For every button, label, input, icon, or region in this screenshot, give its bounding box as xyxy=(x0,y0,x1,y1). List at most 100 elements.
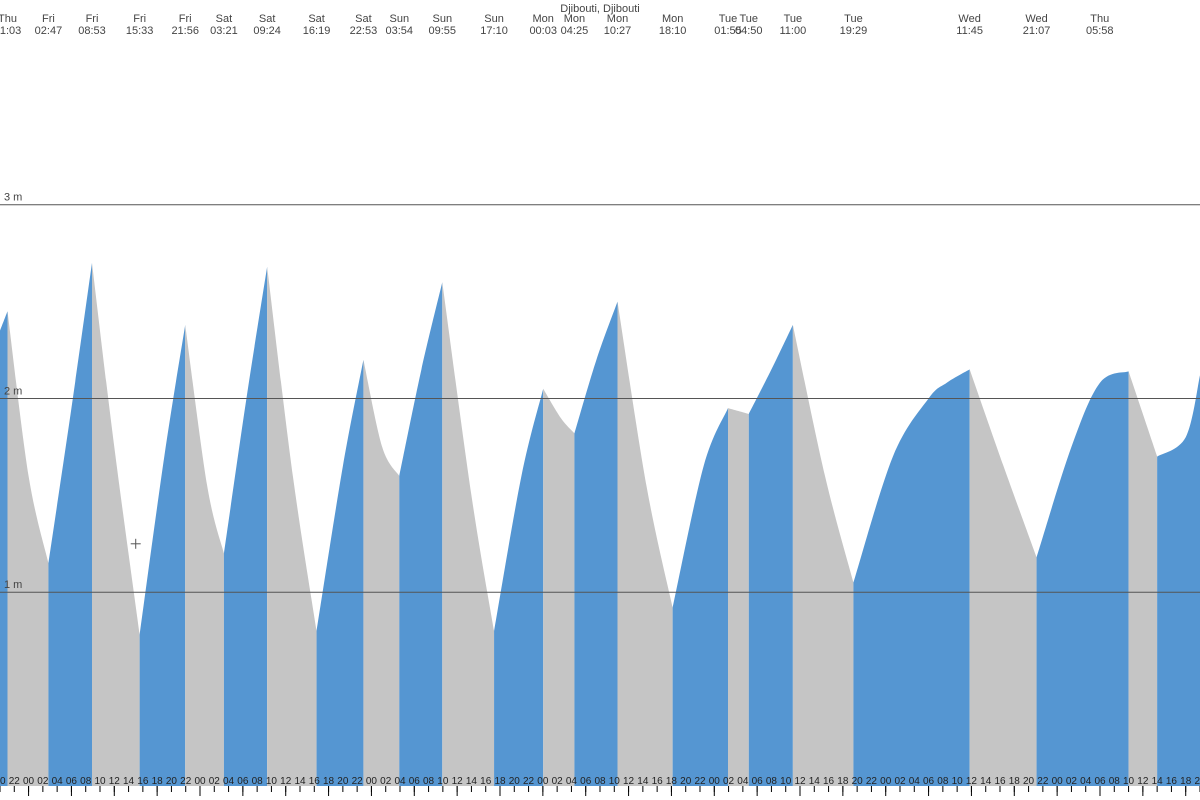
tide-event-day: Tue xyxy=(719,13,738,25)
tide-event-time: 21:07 xyxy=(1023,25,1051,37)
tide-event-day: Thu xyxy=(0,13,17,25)
tide-event-day: Sun xyxy=(432,13,452,25)
chart-svg: 1 m2 m3 mDjibouti, DjiboutiThu21:03Fri02… xyxy=(0,0,1200,800)
x-tick-label: 14 xyxy=(466,776,478,787)
x-tick-label: 04 xyxy=(737,776,749,787)
x-tick-label: 08 xyxy=(1109,776,1121,787)
tide-falling-segment xyxy=(442,282,494,786)
x-tick-label: 04 xyxy=(52,776,64,787)
tide-event-time: 08:53 xyxy=(78,25,106,37)
tide-event-time: 10:27 xyxy=(604,25,632,37)
x-tick-label: 12 xyxy=(452,776,464,787)
x-tick-label: 02 xyxy=(380,776,392,787)
tide-rising-segment xyxy=(749,325,793,786)
x-tick-label: 08 xyxy=(766,776,778,787)
tide-event-day: Sun xyxy=(484,13,504,25)
tide-falling-segment xyxy=(618,302,673,786)
x-tick-label: 06 xyxy=(66,776,78,787)
tide-event-time: 17:10 xyxy=(480,25,508,37)
tide-falling-segment xyxy=(363,360,399,786)
x-tick-label: 02 xyxy=(209,776,221,787)
x-tick-label: 00 xyxy=(709,776,721,787)
x-tick-label: 16 xyxy=(994,776,1006,787)
x-tick-label: 10 xyxy=(266,776,278,787)
tide-falling-segment xyxy=(92,263,140,786)
x-tick-label: 10 xyxy=(780,776,792,787)
tide-falling-segment xyxy=(728,408,749,786)
tide-event-time: 05:58 xyxy=(1086,25,1114,37)
tide-chart: 1 m2 m3 mDjibouti, DjiboutiThu21:03Fri02… xyxy=(0,0,1200,800)
x-tick-label: 20 xyxy=(1194,776,1200,787)
x-tick-label: 16 xyxy=(823,776,835,787)
x-tick-label: 10 xyxy=(609,776,621,787)
x-tick-label: 16 xyxy=(480,776,492,787)
tide-event-day: Fri xyxy=(42,13,55,25)
x-tick-label: 00 xyxy=(194,776,206,787)
tide-rising-segment xyxy=(1157,375,1200,786)
x-tick-label: 06 xyxy=(237,776,249,787)
x-tick-label: 04 xyxy=(394,776,406,787)
tide-rising-segment xyxy=(1037,371,1129,786)
tide-rising-segment xyxy=(673,408,728,786)
tide-event-day: Wed xyxy=(958,13,980,25)
tide-event-time: 00:03 xyxy=(529,25,557,37)
x-tick-label: 02 xyxy=(894,776,906,787)
tide-event-time: 19:29 xyxy=(840,25,868,37)
x-tick-label: 08 xyxy=(80,776,92,787)
tide-event-day: Mon xyxy=(662,13,683,25)
tide-event-day: Tue xyxy=(740,13,759,25)
tide-event-time: 09:24 xyxy=(253,25,281,37)
x-tick-label: 00 xyxy=(1052,776,1064,787)
tide-falling-segment xyxy=(970,369,1037,786)
x-tick-label: 20 xyxy=(680,776,692,787)
tide-falling-segment xyxy=(1129,371,1158,786)
x-tick-label: 04 xyxy=(223,776,235,787)
tide-event-time: 16:19 xyxy=(303,25,331,37)
x-tick-label: 22 xyxy=(9,776,21,787)
tide-event-day: Sat xyxy=(308,13,325,25)
x-tick-label: 20 xyxy=(852,776,864,787)
x-tick-label: 22 xyxy=(523,776,535,787)
tide-event-day: Sat xyxy=(355,13,372,25)
tide-event-time: 04:25 xyxy=(561,25,589,37)
x-tick-label: 16 xyxy=(309,776,321,787)
tide-rising-segment xyxy=(140,325,186,786)
tide-event-day: Tue xyxy=(784,13,803,25)
x-tick-label: 20 xyxy=(509,776,521,787)
tide-event-day: Fri xyxy=(179,13,192,25)
x-tick-label: 06 xyxy=(752,776,764,787)
tide-falling-segment xyxy=(543,389,574,786)
x-tick-label: 22 xyxy=(180,776,192,787)
x-tick-label: 10 xyxy=(94,776,106,787)
tide-event-day: Mon xyxy=(607,13,628,25)
tide-event-time: 09:55 xyxy=(429,25,457,37)
x-tick-label: 10 xyxy=(437,776,449,787)
x-tick-label: 20 xyxy=(0,776,6,787)
x-tick-label: 12 xyxy=(109,776,121,787)
x-tick-label: 12 xyxy=(1137,776,1149,787)
tide-event-day: Sat xyxy=(216,13,233,25)
tide-event-day: Fri xyxy=(133,13,146,25)
x-tick-label: 06 xyxy=(409,776,421,787)
tide-event-day: Fri xyxy=(86,13,99,25)
x-tick-label: 00 xyxy=(366,776,378,787)
x-tick-label: 06 xyxy=(923,776,935,787)
tide-rising-segment xyxy=(48,263,92,786)
tide-rising-segment xyxy=(224,267,267,786)
x-tick-label: 20 xyxy=(337,776,349,787)
x-tick-label: 22 xyxy=(1037,776,1049,787)
tide-event-time: 21:56 xyxy=(171,25,199,37)
x-tick-label: 04 xyxy=(566,776,578,787)
tide-event-time: 21:03 xyxy=(0,25,21,37)
x-tick-label: 08 xyxy=(252,776,264,787)
tide-falling-segment xyxy=(267,267,316,786)
x-tick-label: 14 xyxy=(980,776,992,787)
tide-event-day: Sun xyxy=(389,13,409,25)
tide-event-time: 03:21 xyxy=(210,25,238,37)
x-tick-label: 06 xyxy=(1094,776,1106,787)
tide-rising-segment xyxy=(0,311,8,786)
tide-falling-segment xyxy=(8,311,49,786)
x-tick-label: 18 xyxy=(837,776,849,787)
tide-rising-segment xyxy=(574,302,617,786)
tide-event-time: 11:45 xyxy=(956,25,983,37)
